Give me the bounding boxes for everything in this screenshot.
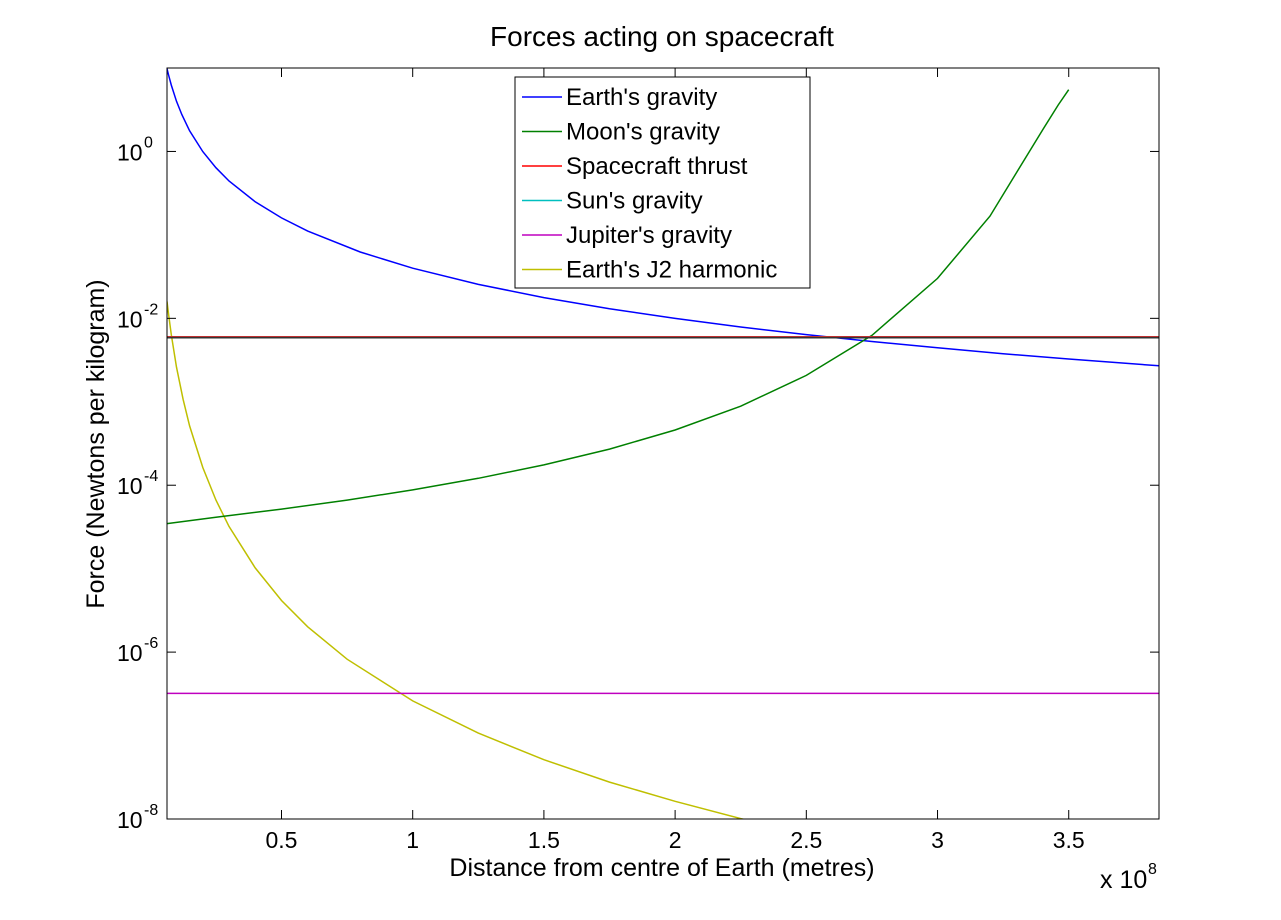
y-tick-label-exponent: 0 bbox=[144, 134, 153, 151]
x-tick-label: 0.5 bbox=[265, 827, 297, 853]
x-tick-label: 2.5 bbox=[790, 827, 822, 853]
legend-item-moon-s-gravity: Moon's gravity bbox=[522, 119, 720, 146]
legend-item-sun-s-gravity: Sun's gravity bbox=[522, 188, 703, 215]
y-tick-label-base: 10 bbox=[117, 640, 143, 666]
x-tick-label: 1.5 bbox=[528, 827, 560, 853]
y-tick-label: 10 -6 bbox=[117, 635, 158, 666]
series-line-earth-s-gravity bbox=[167, 68, 1159, 367]
x-tick-label: 3 bbox=[931, 827, 944, 853]
x-tick-label: 3.5 bbox=[1053, 827, 1085, 853]
legend: Earth's gravity Moon's gravity Spacecraft … bbox=[514, 76, 811, 289]
legend-label: Moon's gravity bbox=[566, 119, 720, 146]
x-multiplier-base: x 10 bbox=[1100, 866, 1147, 894]
legend-label: Jupiter's gravity bbox=[566, 222, 732, 249]
x-axis-multiplier: x 10 8 bbox=[1100, 861, 1157, 894]
legend-item-spacecraft-thrust: Spacecraft thrust bbox=[522, 153, 748, 180]
legend-label: Sun's gravity bbox=[566, 188, 703, 215]
legend-label: Earth's J2 harmonic bbox=[566, 257, 777, 284]
plot-area bbox=[166, 67, 1160, 820]
y-tick-label-exponent: -4 bbox=[144, 468, 158, 485]
x-tick-label: 1 bbox=[406, 827, 419, 853]
y-tick-label-exponent: -6 bbox=[144, 635, 158, 652]
legend-box bbox=[514, 76, 811, 289]
y-tick-label-base: 10 bbox=[117, 139, 143, 165]
y-tick-label: 10 -4 bbox=[117, 468, 158, 499]
y-tick-label-base: 10 bbox=[117, 306, 143, 332]
legend-label: Spacecraft thrust bbox=[566, 153, 748, 180]
series-line-moon-s-gravity bbox=[167, 89, 1070, 525]
x-multiplier-exponent: 8 bbox=[1148, 861, 1157, 878]
y-tick-label-exponent: -2 bbox=[144, 301, 158, 318]
y-tick-label: 10 0 bbox=[117, 134, 153, 165]
legend-item-earth-s-gravity: Earth's gravity bbox=[522, 84, 717, 111]
legend-item-earth-s-j2-harmonic: Earth's J2 harmonic bbox=[522, 257, 777, 284]
y-tick-label: 10 -8 bbox=[117, 802, 158, 833]
x-tick-label: 2 bbox=[669, 827, 682, 853]
y-tick-label-base: 10 bbox=[117, 473, 143, 499]
series-line-earth-s-j2-harmonic bbox=[167, 301, 746, 819]
y-tick-label-base: 10 bbox=[117, 807, 143, 833]
chart-title: Forces acting on spacecraft bbox=[490, 21, 834, 52]
y-tick-label: 10 -2 bbox=[117, 301, 158, 332]
series-layer bbox=[167, 68, 1159, 819]
legend-label: Earth's gravity bbox=[566, 84, 717, 111]
y-axis-label: Force (Newtons per kilogram) bbox=[82, 279, 110, 608]
x-axis-label: Distance from centre of Earth (metres) bbox=[449, 854, 874, 882]
legend-item-jupiter-s-gravity: Jupiter's gravity bbox=[522, 222, 732, 249]
y-tick-label-exponent: -8 bbox=[144, 802, 158, 819]
